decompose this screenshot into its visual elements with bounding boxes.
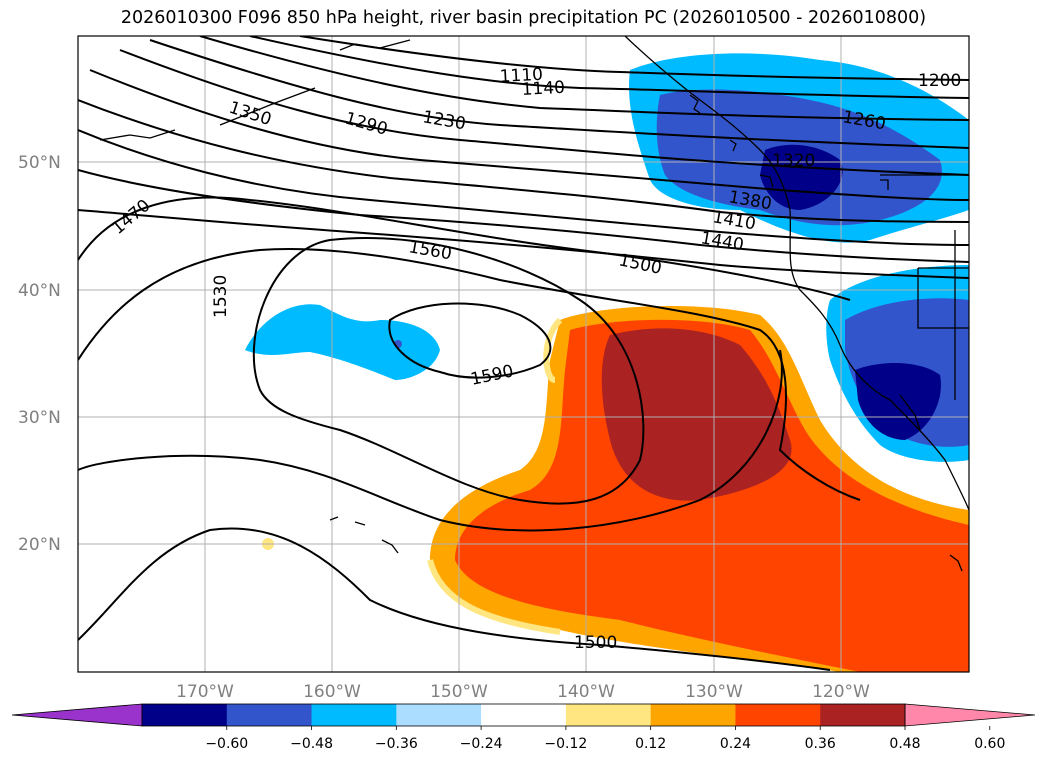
colorbar-tick-label: 0.36	[805, 736, 836, 752]
contour-label: 1530	[211, 275, 231, 318]
colorbar-tick-label: −0.36	[375, 736, 418, 752]
map-title: 2026010300 F096 850 hPa height, river ba…	[120, 8, 927, 28]
colorbar-tick-label: 0.48	[889, 736, 920, 752]
negative-anomaly-shading-california	[826, 265, 969, 462]
lat-label: 30°N	[18, 408, 61, 428]
colorbar-tick-label: 0.60	[974, 736, 1005, 752]
lat-label: 50°N	[18, 153, 61, 173]
colorbar-tick-label: −0.60	[205, 736, 248, 752]
colorbar-swatch	[226, 704, 313, 726]
latitude-labels: 50°N 40°N 30°N 20°N	[18, 153, 61, 555]
colorbar-frame	[141, 703, 906, 727]
colorbar-extend-high	[904, 703, 1036, 727]
lon-label: 120°W	[812, 682, 870, 702]
contour-label: 1320	[772, 151, 815, 171]
graticule	[78, 36, 969, 672]
colorbar-tick-label: −0.24	[460, 736, 503, 752]
colorbar-swatch	[650, 704, 736, 726]
colorbar-tick-label: −0.48	[290, 736, 333, 752]
colorbar-swatch	[311, 704, 397, 726]
colorbar-tick-label: 0.12	[635, 736, 666, 752]
coastlines	[99, 36, 969, 572]
map-area: 1110 1140 1200 1230 1260 1290 1350 1320 …	[78, 36, 969, 672]
colorbar-swatch	[735, 704, 821, 726]
contour-label: 1140	[521, 78, 565, 100]
colorbar-extend-low	[11, 703, 143, 727]
colorbar-swatch	[481, 704, 567, 726]
colorbar-swatch	[142, 704, 228, 726]
lon-label: 160°W	[303, 682, 361, 702]
lat-label: 40°N	[18, 281, 61, 301]
lon-label: 150°W	[430, 682, 488, 702]
colorbar-swatch	[396, 704, 482, 726]
lon-label: 140°W	[557, 682, 615, 702]
colorbar-tick-label: 0.24	[720, 736, 751, 752]
colorbar-tick-label: −0.12	[544, 736, 587, 752]
lon-label: 130°W	[685, 682, 743, 702]
longitude-labels: 170°W 160°W 150°W 140°W 130°W 120°W	[176, 682, 870, 702]
lat-label: 20°N	[18, 535, 61, 555]
colorbar: −0.60 −0.48 −0.36 −0.24 −0.12 0.12 0.24 0.36 0.4…	[11, 703, 1036, 752]
lon-label: 170°W	[176, 682, 234, 702]
height-contours	[78, 36, 969, 671]
contour-label: 1110	[499, 65, 543, 87]
map-frame	[77, 35, 970, 673]
contour-label: 1500	[574, 633, 617, 653]
colorbar-swatch	[820, 704, 906, 726]
colorbar-swatch	[565, 704, 652, 726]
contour-label: 1200	[918, 71, 961, 91]
